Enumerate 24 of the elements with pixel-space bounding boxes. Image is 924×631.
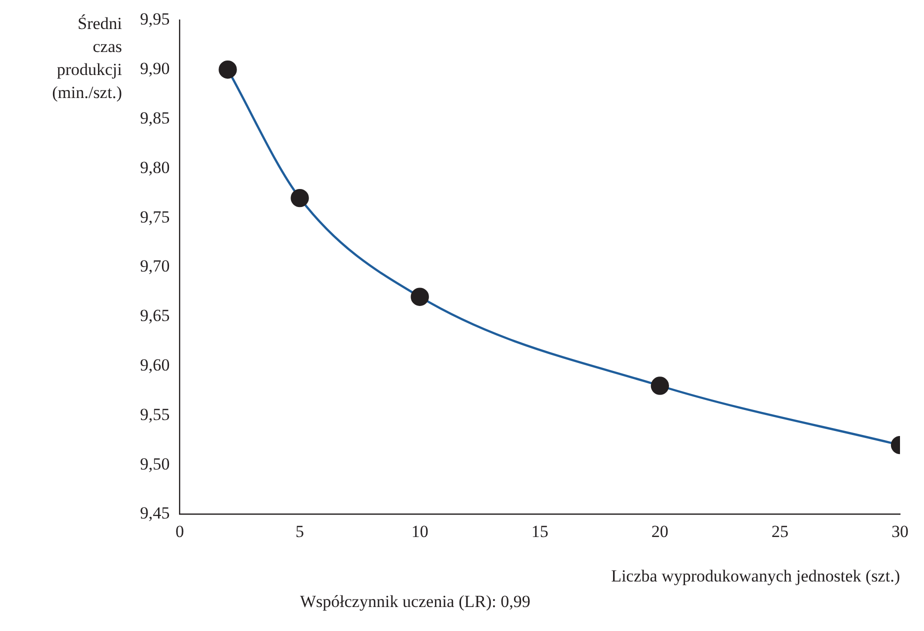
y-tick-label: 9,65 [140,306,170,326]
point [290,188,309,208]
x-tick-label: 5 [296,522,304,541]
point [410,288,429,306]
y-tick-label: 9,75 [140,207,170,226]
y-tick-label: 9,50 [140,454,170,474]
x-tick-label: 10 [411,522,428,541]
y-axis-title: Średni czas produkcji (min./szt.) [51,13,122,104]
x-tick-label: 30 [892,522,908,541]
x-tick-label: 25 [771,522,788,541]
x-tick-label: 15 [531,522,548,541]
y-tick-label: 9,90 [140,59,170,78]
y-tick-label: 9,55 [140,404,170,424]
y-tick-label: 9,70 [140,256,170,276]
point [218,60,237,79]
y-tick-label: 9,80 [140,158,170,177]
y-tick-label: 9,60 [140,355,170,374]
y-tick-label: 9,95 [140,10,170,29]
x-tick-label: 20 [651,522,668,541]
x-axis-title: Liczba wyprodukowanych jednostek (szt.) [611,566,900,586]
x-tick-label: 0 [176,522,184,541]
text: Współczynnik uczenia (LR): 0,99 [300,592,530,612]
y-tick-label: 9,45 [140,504,170,523]
y-tick-label: 9,85 [140,108,170,128]
